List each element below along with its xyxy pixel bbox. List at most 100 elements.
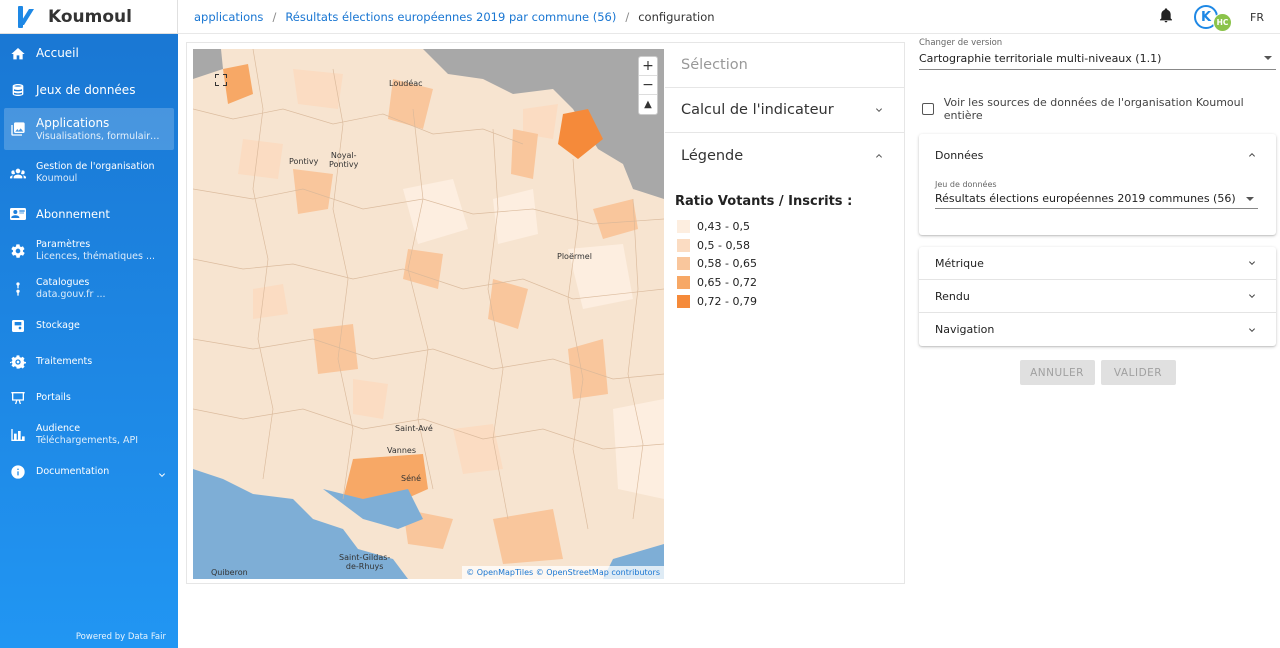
organization-sources-checkbox[interactable] <box>922 103 934 115</box>
navigation-title: Navigation <box>935 323 995 336</box>
legend-class: 0,72 - 0,79 <box>677 292 905 311</box>
validate-button[interactable]: VALIDER <box>1100 360 1176 385</box>
breadcrumb: applications / Résultats élections europ… <box>194 10 715 24</box>
chevron-down-icon[interactable] <box>156 466 168 478</box>
legend-class: 0,65 - 0,72 <box>677 273 905 292</box>
sidebar-item-label: Gestion de l'organisation <box>36 161 155 173</box>
navigation-header[interactable]: Navigation <box>919 313 1276 346</box>
presentation-icon <box>10 390 26 406</box>
cancel-button[interactable]: ANNULER <box>1019 360 1095 385</box>
breadcrumb-application[interactable]: Résultats élections européennes 2019 par… <box>285 9 617 24</box>
indicator-title: Calcul de l'indicateur <box>681 102 834 118</box>
legend-swatch <box>677 219 690 233</box>
cog-transfer-icon <box>10 354 26 370</box>
breadcrumb-current: configuration <box>638 9 715 24</box>
brand-name: Koumoul <box>48 6 132 27</box>
zoom-out-button[interactable]: − <box>639 76 657 95</box>
legend-swatch <box>677 238 690 252</box>
rendu-header[interactable]: Rendu <box>919 280 1276 313</box>
donnees-header[interactable]: Données <box>919 134 1276 176</box>
legend-class-label: 0,5 - 0,58 <box>697 238 750 252</box>
fullscreen-icon[interactable] <box>215 71 227 86</box>
home-icon <box>10 46 26 62</box>
brand[interactable]: Koumoul <box>0 0 178 34</box>
legend-class-label: 0,58 - 0,65 <box>697 257 757 271</box>
map-attribution: © OpenMapTiles © OpenStreetMap contribut… <box>462 566 664 579</box>
avatar[interactable]: K HC <box>1194 3 1233 32</box>
caret-down-icon <box>1264 56 1272 60</box>
map[interactable]: Loudéac Pontivy Noyal- Pontivy Ploërmel … <box>193 49 664 579</box>
sidebar-item-sub: Visualisations, formulaires ... <box>36 130 160 142</box>
sidebar-item-audience[interactable]: Audience Téléchargements, API <box>0 416 178 454</box>
sidebar-item-label: Traitements <box>36 356 93 368</box>
version-label: Changer de version <box>919 38 1003 48</box>
card-account-icon <box>10 206 26 222</box>
indicator-header[interactable]: Calcul de l'indicateur <box>665 88 905 133</box>
donnees-title: Données <box>935 148 984 162</box>
application-preview: Loudéac Pontivy Noyal- Pontivy Ploërmel … <box>186 42 905 584</box>
sidebar-item-sub: Koumoul <box>36 173 78 184</box>
topbar: applications / Résultats élections europ… <box>178 0 1280 34</box>
selection-header[interactable]: Sélection <box>665 43 905 88</box>
map-place-label: Quiberon <box>211 568 248 577</box>
powered-by[interactable]: Powered by Data Fair <box>75 632 166 642</box>
breadcrumb-applications[interactable]: applications <box>194 9 264 24</box>
openstreetmap-link[interactable]: © OpenStreetMap contributors <box>535 568 660 577</box>
organization-sources-checkbox-row[interactable]: Voir les sources de données de l'organis… <box>919 96 1276 122</box>
database-icon <box>10 82 26 98</box>
version-select[interactable]: Cartographie territoriale multi-niveaux … <box>919 48 1276 70</box>
sidebar-item-parametres[interactable]: Paramètres Licences, thématiques ... <box>0 232 178 270</box>
sidebar-item-catalogues[interactable]: Catalogues data.gouv.fr ... <box>0 270 178 308</box>
chevron-up-icon <box>873 150 885 162</box>
openmaptiles-link[interactable]: © OpenMapTiles <box>466 568 534 577</box>
sidebar-item-label: Audience <box>36 423 81 435</box>
map-place-label: Ploërmel <box>557 252 592 261</box>
metrique-title: Métrique <box>935 256 984 270</box>
sidebar: Koumoul Accueil Jeux de données Applicat… <box>0 0 178 648</box>
legend-panel: Sélection Calcul de l'indicateur Légende… <box>665 43 905 583</box>
legend-indicator-title: Ratio Votants / Inscrits : <box>675 194 853 209</box>
sidebar-item-label: Documentation <box>36 466 110 478</box>
sidebar-item-applications[interactable]: Applications Visualisations, formulaires … <box>4 108 174 150</box>
sidebar-item-stockage[interactable]: Stockage <box>0 308 178 344</box>
sidebar-nav: Accueil Jeux de données Applications Visu… <box>0 35 178 490</box>
sidebar-item-traitements[interactable]: Traitements <box>0 344 178 380</box>
account-group-icon <box>10 165 26 181</box>
legend-class-label: 0,65 - 0,72 <box>697 276 757 290</box>
map-place-label: Saint-Gildas- de-Rhuys <box>339 553 391 571</box>
sidebar-item-portails[interactable]: Portails <box>0 380 178 416</box>
form-actions: ANNULER VALIDER <box>919 360 1276 385</box>
donnees-card: Données Jeu de données Résultats électio… <box>919 134 1276 235</box>
koumoul-logo <box>14 4 36 30</box>
sidebar-item-jeux-de-donnees[interactable]: Jeux de données <box>0 72 178 108</box>
chevron-down-icon <box>1246 290 1258 302</box>
sidebar-item-label: Applications <box>36 115 110 130</box>
gear-icon <box>10 243 26 259</box>
storage-icon <box>10 318 26 334</box>
dataset-label: Jeu de données <box>935 180 997 189</box>
sidebar-item-accueil[interactable]: Accueil <box>0 35 178 72</box>
legend-classes: 0,43 - 0,5 0,5 - 0,58 0,58 - 0,65 0,65 -… <box>665 217 905 311</box>
caret-down-icon <box>1246 197 1254 201</box>
legend-class: 0,43 - 0,5 <box>677 217 905 236</box>
sidebar-item-abonnement[interactable]: Abonnement <box>0 196 178 232</box>
legend-header[interactable]: Légende <box>665 133 905 178</box>
chevron-down-icon <box>873 104 885 116</box>
map-terrain <box>193 49 664 579</box>
bell-icon[interactable] <box>1158 7 1174 27</box>
legend-title: Légende <box>681 147 744 164</box>
zoom-in-button[interactable]: + <box>639 57 657 76</box>
options-card: Métrique Rendu Navigation <box>919 247 1276 346</box>
reset-north-button[interactable]: ▲ <box>644 99 652 110</box>
breadcrumb-separator: / <box>272 9 277 24</box>
language-switch[interactable]: FR <box>1250 10 1264 24</box>
dataset-select[interactable]: Résultats élections européennes 2019 com… <box>935 189 1258 209</box>
sidebar-item-gestion-organisation[interactable]: Gestion de l'organisation Koumoul <box>0 150 178 196</box>
legend-class: 0,58 - 0,65 <box>677 255 905 274</box>
metrique-header[interactable]: Métrique <box>919 247 1276 280</box>
legend-class-label: 0,72 - 0,79 <box>697 295 757 309</box>
sidebar-item-documentation[interactable]: Documentation <box>0 454 178 490</box>
sidebar-item-label: Abonnement <box>36 206 110 221</box>
map-place-label: Noyal- Pontivy <box>329 151 359 169</box>
chevron-up-icon <box>1246 149 1258 161</box>
